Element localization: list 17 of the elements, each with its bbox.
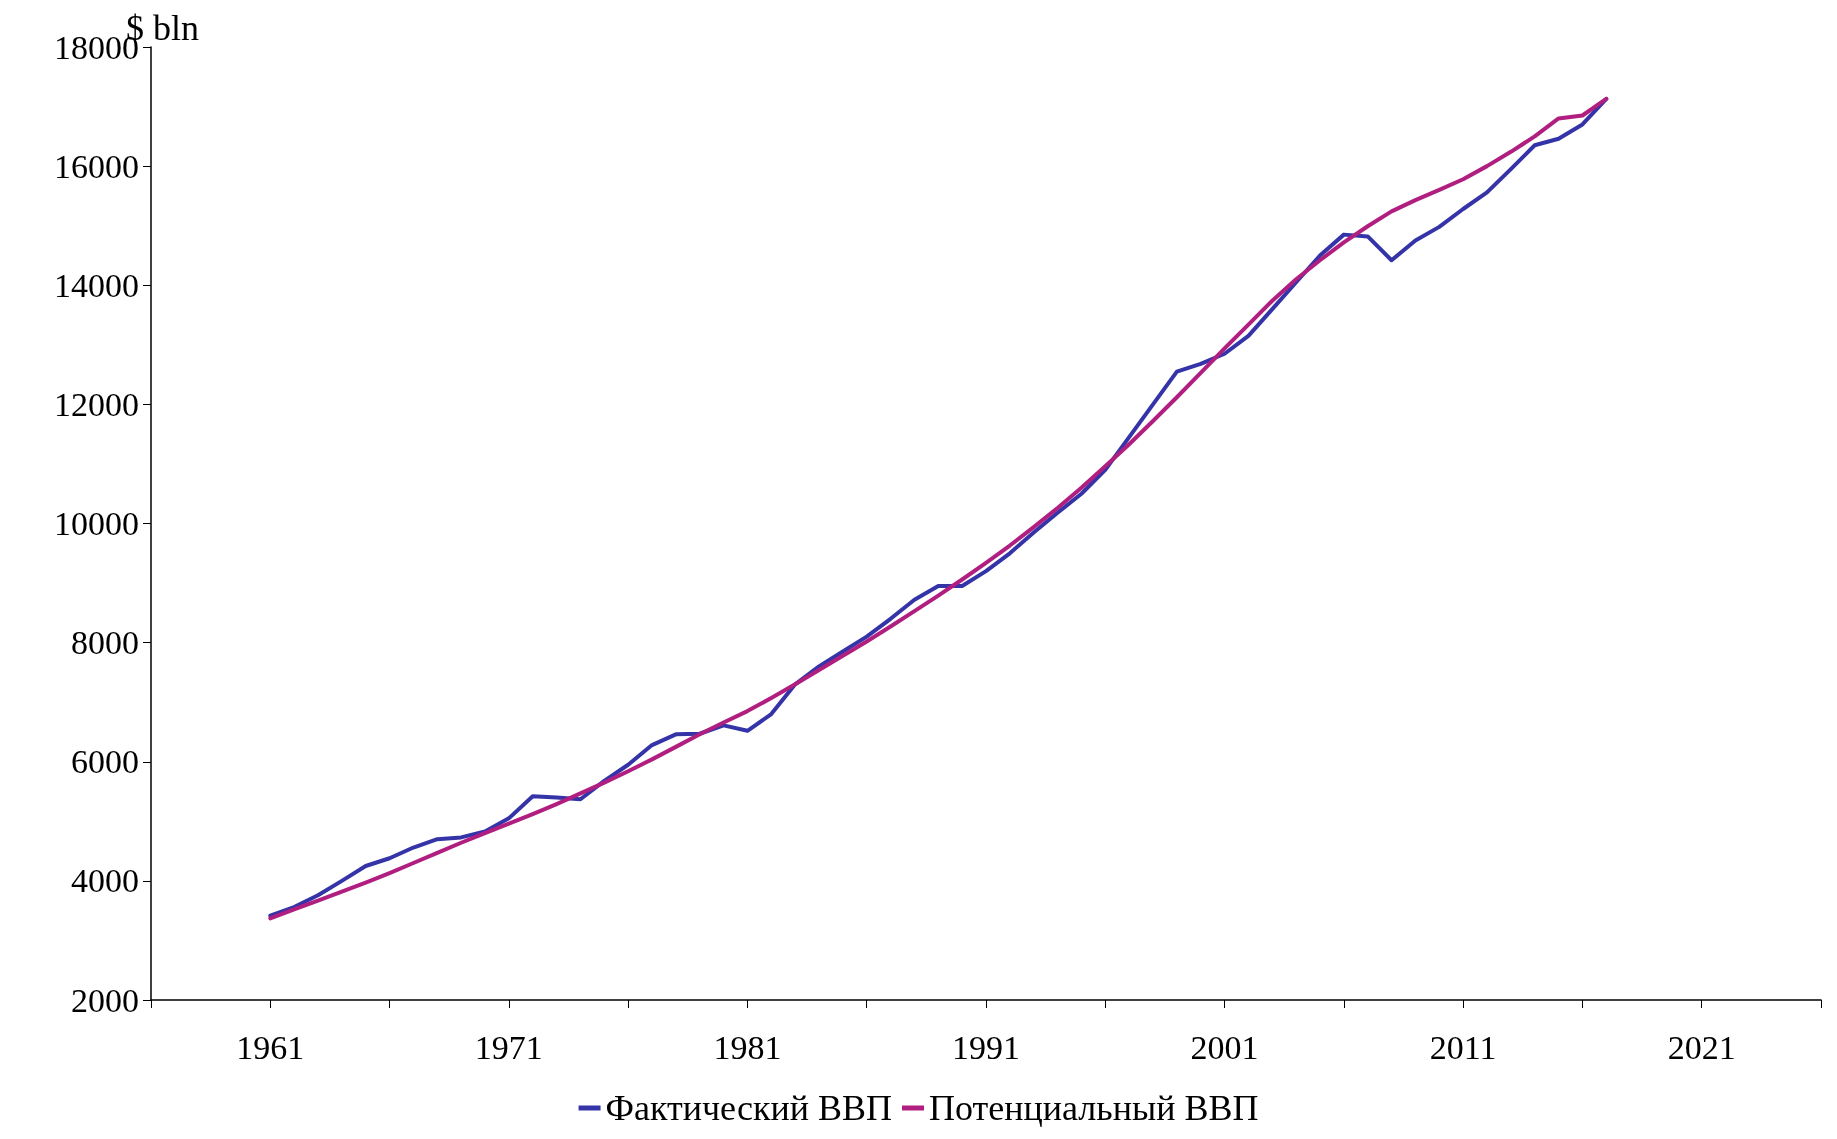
x-tick-label: 2021	[1667, 1028, 1736, 1066]
legend-label: Фактический ВВП	[605, 1088, 892, 1128]
y-tick-label: 12000	[54, 385, 139, 423]
y-tick-label: 14000	[54, 266, 139, 304]
y-tick-label: 6000	[71, 743, 139, 781]
x-tick-label: 2011	[1429, 1028, 1497, 1066]
y-tick-label: 8000	[71, 624, 139, 662]
x-tick-label: 1961	[236, 1028, 305, 1066]
x-tick-label: 1981	[713, 1028, 782, 1066]
x-tick-label: 1991	[952, 1028, 1020, 1066]
legend-label: Потенциальный ВВП	[928, 1088, 1259, 1128]
x-tick-label: 1971	[474, 1028, 543, 1066]
y-tick-label: 16000	[54, 147, 139, 185]
x-tick-label: 2001	[1190, 1028, 1259, 1066]
y-tick-label: 2000	[71, 981, 139, 1019]
y-tick-label: 10000	[54, 505, 139, 542]
y-tick-label: 4000	[71, 862, 139, 900]
